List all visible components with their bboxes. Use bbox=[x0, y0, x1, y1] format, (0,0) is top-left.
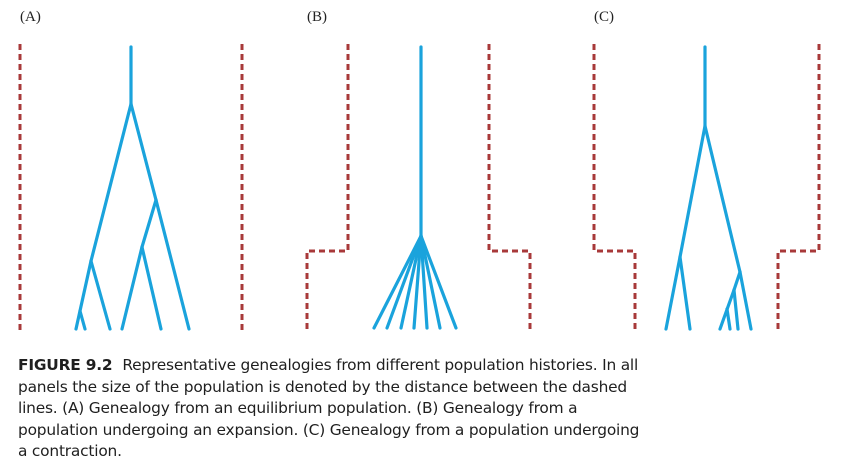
caption-line-2: panels the size of the population is den… bbox=[18, 377, 627, 396]
panel-label-c: (C) bbox=[594, 9, 614, 25]
genealogy-tree-a bbox=[74, 45, 191, 331]
caption-line-4: population undergoing an expansion. (C) … bbox=[18, 420, 640, 439]
panel-c bbox=[592, 44, 821, 331]
panel-label-b: (B) bbox=[307, 9, 327, 25]
panel-a bbox=[18, 44, 244, 331]
figure-number: FIGURE 9.2 bbox=[18, 356, 113, 374]
population-boundary-b bbox=[305, 44, 532, 330]
figure-area: (A) (B) (C) bbox=[18, 9, 821, 331]
genealogy-tree-c bbox=[664, 45, 753, 331]
figure-caption: FIGURE 9.2 Representative genealogies fro… bbox=[18, 355, 818, 463]
caption-line-5: a contraction. bbox=[18, 442, 122, 460]
panel-label-a: (A) bbox=[20, 9, 41, 25]
caption-line-3: lines. (A) Genealogy from an equilibrium… bbox=[18, 399, 578, 417]
caption-line-1: FIGURE 9.2 Representative genealogies fro… bbox=[18, 355, 818, 377]
genealogy-tree-b bbox=[372, 45, 458, 330]
population-boundary-c bbox=[592, 44, 821, 330]
panel-b bbox=[305, 44, 532, 330]
population-boundary-a bbox=[18, 44, 244, 330]
caption-area bbox=[0, 345, 841, 468]
caption-text-1: Representative genealogies from differen… bbox=[122, 356, 639, 374]
genealogy-figure bbox=[18, 44, 821, 331]
